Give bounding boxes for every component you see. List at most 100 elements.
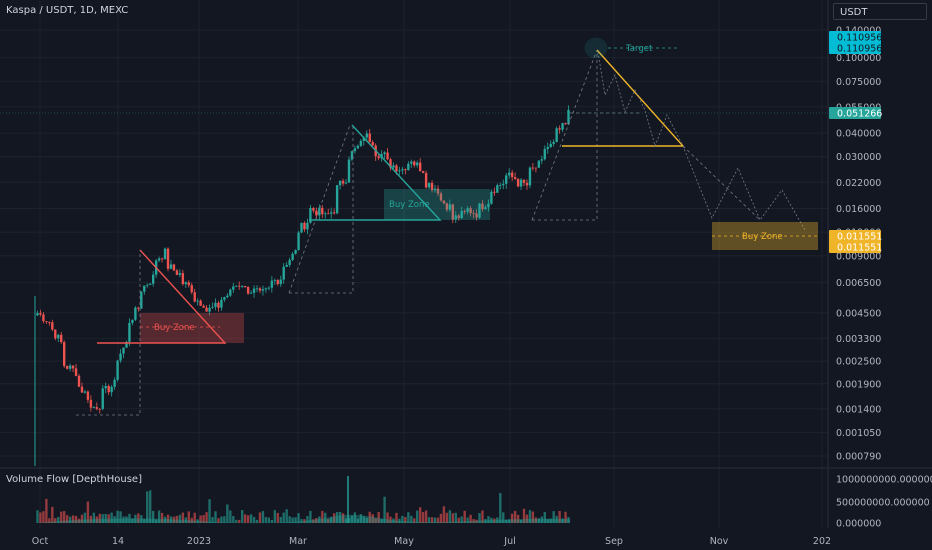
volume-bar <box>398 518 401 523</box>
volume-bar <box>335 512 339 523</box>
candle-body <box>45 321 48 323</box>
price-tick-label: 0.000790 <box>836 452 881 463</box>
volume-bar <box>196 519 199 523</box>
pattern-triangle-orange <box>562 49 685 147</box>
candle-body <box>303 222 306 230</box>
candle-body <box>439 193 443 201</box>
candle-body <box>146 284 149 286</box>
candle-body <box>356 145 360 149</box>
candle-body <box>564 123 567 125</box>
candle-body <box>513 177 517 179</box>
volume-bar <box>178 514 182 523</box>
volume-bar <box>77 518 81 523</box>
candle-body <box>39 312 42 315</box>
volume-bar <box>291 517 294 523</box>
volume-bar <box>285 509 288 523</box>
volume-bar <box>312 519 315 523</box>
candle-body <box>309 208 312 223</box>
volume-bar <box>187 511 190 523</box>
candle-body <box>502 183 505 185</box>
candle-body <box>294 250 297 254</box>
volume-bar <box>395 512 398 523</box>
volume-bar <box>264 517 268 523</box>
volume-bar <box>74 515 78 523</box>
candle-body <box>427 182 431 188</box>
price-label-text: 0.011551 <box>837 232 882 243</box>
candle-body <box>285 264 288 267</box>
candle-body <box>324 213 327 215</box>
candle-body <box>77 375 81 387</box>
candle-body <box>315 210 318 216</box>
volume-bar <box>493 518 496 523</box>
candle-body <box>350 151 354 160</box>
volume-bar <box>401 515 404 523</box>
candle-body <box>211 306 214 308</box>
volume-bar <box>116 510 119 523</box>
candle-body <box>436 188 440 194</box>
volume-bar <box>157 510 161 523</box>
volume-bar <box>294 517 297 523</box>
volume-indicator-title: Volume Flow [DepthHouse] <box>6 474 142 485</box>
candle-body <box>202 305 205 308</box>
candle-body <box>451 204 454 220</box>
volume-bar <box>546 519 549 523</box>
volume-bar <box>107 514 110 523</box>
candle-body <box>119 353 122 361</box>
candle-body <box>229 289 232 296</box>
candle-body <box>42 314 45 322</box>
price-label-box <box>829 241 881 253</box>
volume-bar <box>457 517 460 523</box>
volume-bar <box>172 516 176 523</box>
volume-bar <box>510 513 514 523</box>
candle-body <box>57 334 60 339</box>
volume-bar <box>463 510 466 523</box>
candle-body <box>389 159 392 168</box>
volume-bar <box>472 519 475 523</box>
volume-bar <box>549 518 552 523</box>
candle-body <box>89 399 93 408</box>
candle-body <box>543 148 546 160</box>
time-tick-label: Oct <box>32 536 49 547</box>
candle-body <box>255 288 259 290</box>
volume-bar <box>140 515 143 523</box>
volume-bar <box>113 516 116 523</box>
target-label: Target <box>625 44 653 54</box>
candle-body <box>122 347 125 354</box>
volume-bar <box>273 510 276 523</box>
candle-body <box>567 109 570 125</box>
candle-body <box>226 295 229 298</box>
candle-body <box>86 391 90 400</box>
candle-body <box>306 222 309 230</box>
volume-bar <box>255 519 259 523</box>
volume-bar <box>338 511 342 523</box>
volume-bar <box>451 513 454 523</box>
candle-body <box>92 407 96 408</box>
volume-tick-label: 0.000000 <box>836 519 881 530</box>
volume-bar <box>104 513 107 523</box>
volume-bar <box>389 516 392 523</box>
candle-body <box>347 159 351 183</box>
volume-bar <box>154 519 158 523</box>
volume-bar <box>54 518 57 523</box>
volume-bar <box>128 513 131 523</box>
volume-bar <box>522 508 526 523</box>
currency-selector[interactable]: USDT <box>833 3 927 20</box>
volume-bar <box>60 511 63 523</box>
candle-body <box>279 279 282 285</box>
volume-bar <box>235 519 238 523</box>
volume-bar <box>276 512 279 523</box>
volume-bar <box>561 518 564 523</box>
volume-bar <box>137 513 140 523</box>
buy-zone-red <box>140 313 244 343</box>
volume-bar <box>160 512 164 523</box>
volume-bar <box>424 510 428 523</box>
volume-bar <box>205 512 208 523</box>
candle-body <box>341 180 345 184</box>
candle-body <box>125 341 128 348</box>
volume-bar <box>143 519 146 523</box>
volume-bar <box>350 515 354 523</box>
volume-bar <box>309 510 312 523</box>
volume-bar <box>499 493 502 523</box>
buy-zone-orange-label: Buy Zone <box>742 232 783 242</box>
